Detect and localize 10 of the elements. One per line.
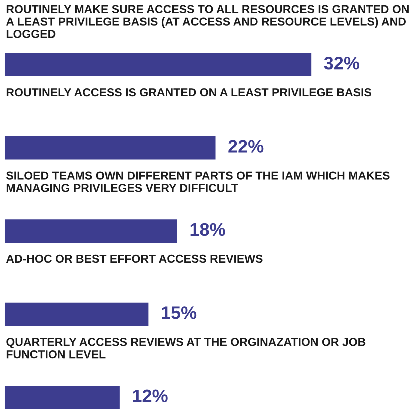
y-tick-label: SILOED TEAMS OWN DIFFERENT PARTS OF THE IAM WHICH MAKES MANAGING PRIVILEGES VERY DIFFICULT (6, 172, 390, 192)
data-label: 15% (162, 306, 197, 320)
data-label: 12% (133, 390, 168, 403)
y-tick-label: ROUTINELY MAKE SURE ACCESS TO ALL RESOURCES IS GRANTED ON A LEAST PRIVILEGE BASIS (AT ACCESS AND RESOURCE LEVELS) AND LOGGED (6, 5, 409, 38)
data-label: 22% (228, 140, 264, 153)
y-tick-label: ROUTINELY ACCESS IS GRANTED ON A LEAST PRIVILEGE BASIS (6, 88, 372, 97)
y-tick-label: AD-HOC OR BEST EFFORT ACCESS REVIEWS (6, 254, 263, 264)
data-label: 18% (190, 223, 226, 236)
y-tick-label: QUARTERLY ACCESS REVIEWS AT THE ORGINAZATION OR JOB FUNCTION LEVEL (6, 338, 366, 359)
data-label: 32% (324, 56, 360, 70)
